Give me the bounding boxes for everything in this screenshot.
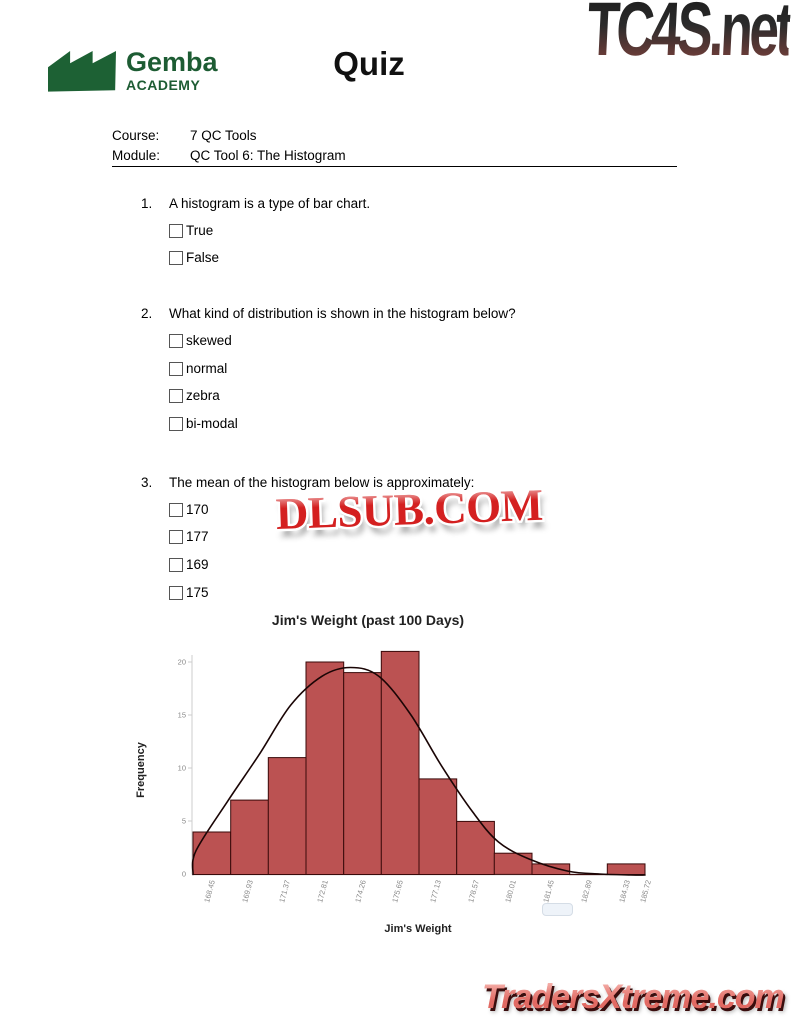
- svg-text:181.45: 181.45: [541, 879, 556, 904]
- svg-text:177.13: 177.13: [428, 879, 443, 904]
- svg-text:Frequency: Frequency: [135, 741, 147, 798]
- svg-text:175.65: 175.65: [390, 879, 405, 904]
- svg-text:168.45: 168.45: [202, 879, 217, 904]
- svg-text:20: 20: [178, 658, 186, 667]
- svg-text:169.93: 169.93: [240, 879, 255, 904]
- svg-text:172.81: 172.81: [315, 879, 330, 904]
- svg-text:Jim's Weight: Jim's Weight: [384, 923, 452, 935]
- svg-text:Jim's Weight (past 100 Days): Jim's Weight (past 100 Days): [272, 612, 464, 628]
- svg-text:184.33: 184.33: [617, 879, 632, 904]
- svg-text:180.01: 180.01: [503, 879, 518, 904]
- svg-text:10: 10: [178, 764, 186, 773]
- svg-text:15: 15: [178, 711, 186, 720]
- svg-text:178.57: 178.57: [466, 879, 481, 904]
- svg-text:174.26: 174.26: [353, 879, 368, 904]
- svg-text:182.89: 182.89: [579, 879, 594, 904]
- svg-text:5: 5: [182, 817, 186, 826]
- svg-text:185.72: 185.72: [638, 879, 653, 904]
- svg-text:0: 0: [182, 870, 186, 879]
- svg-text:171.37: 171.37: [277, 879, 292, 904]
